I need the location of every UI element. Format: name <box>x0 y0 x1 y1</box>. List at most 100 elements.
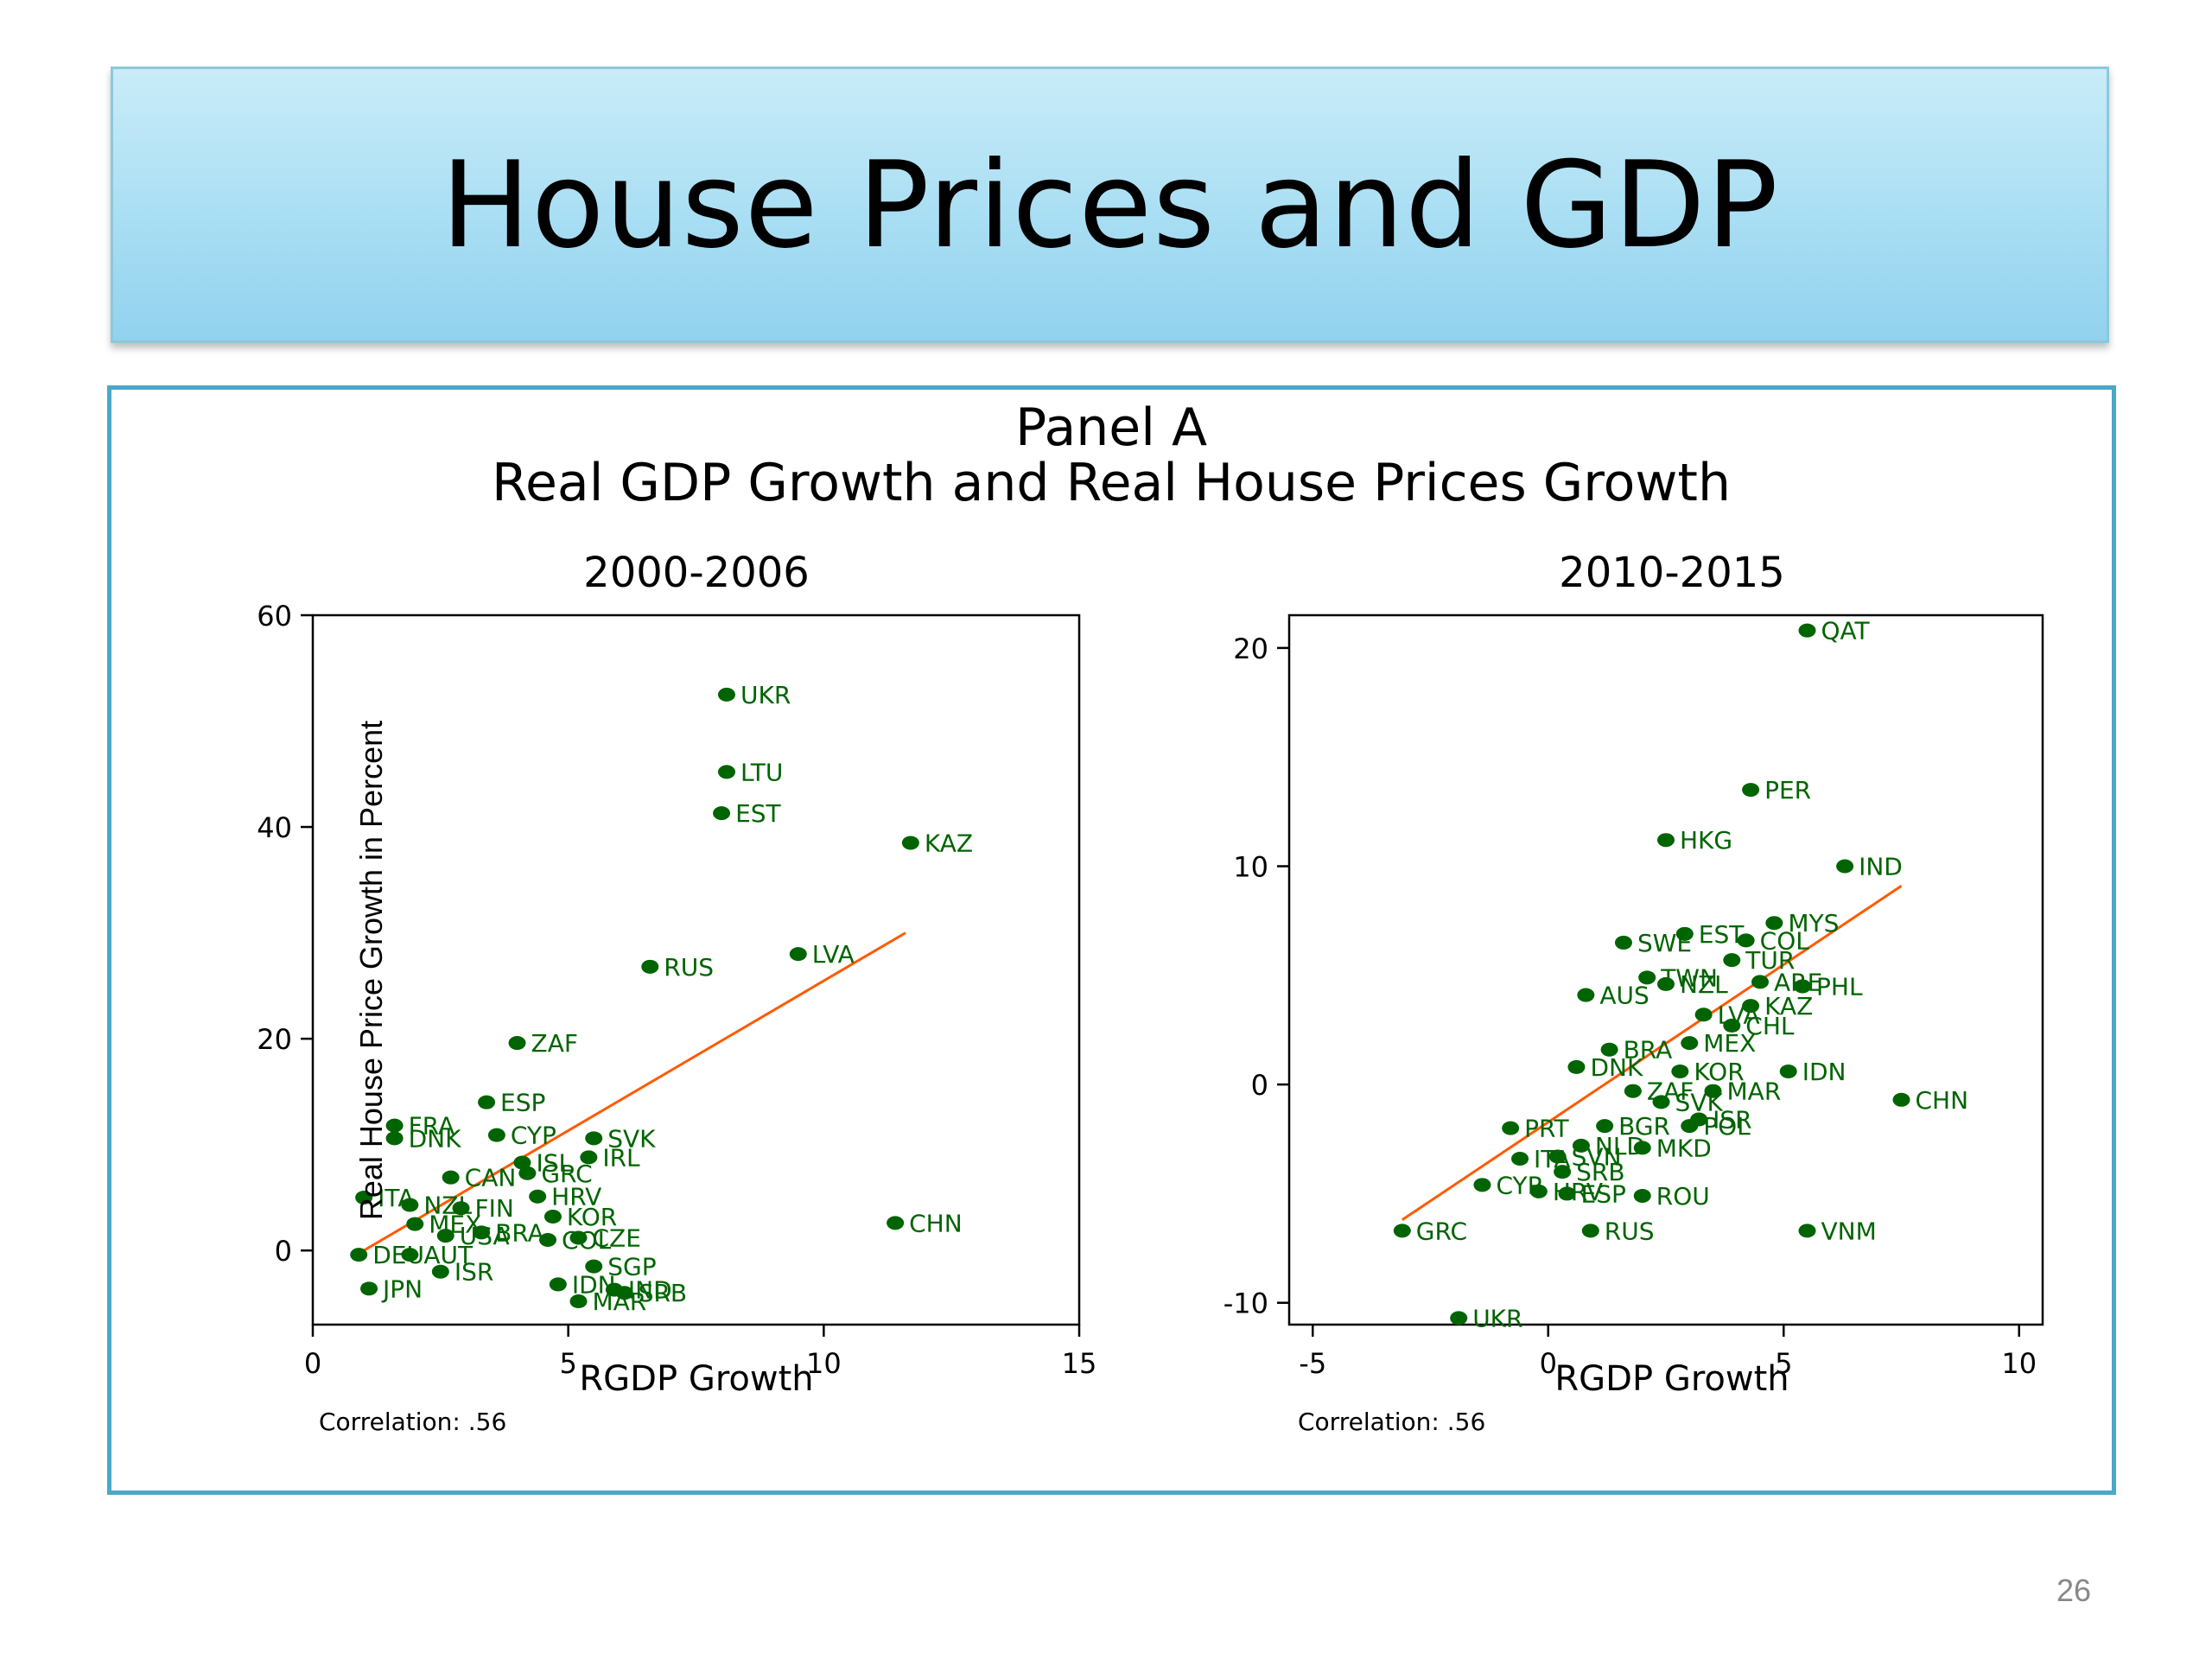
x-tick-label-right: 5 <box>1775 1347 1792 1380</box>
point-right-svk <box>1652 1095 1670 1109</box>
point-right-cyp <box>1473 1178 1491 1192</box>
point-label-left-cze: CZE <box>592 1224 640 1253</box>
point-right-twn <box>1638 970 1656 985</box>
y-axis-label: Real House Price Growth in Percent <box>353 721 389 1220</box>
point-left-isr <box>431 1264 449 1279</box>
point-label-right-tur: TUR <box>1745 946 1795 975</box>
point-left-idn <box>549 1277 567 1292</box>
point-label-left-can: CAN <box>465 1164 517 1192</box>
page-number: 26 <box>2056 1573 2091 1608</box>
point-label-left-ukr: UKR <box>741 681 791 709</box>
y-tick-label-left: 0 <box>275 1235 292 1268</box>
point-label-left-srb: SRB <box>639 1279 687 1307</box>
point-right-grc <box>1393 1224 1411 1238</box>
point-label-left-chn: CHN <box>909 1209 963 1237</box>
point-right-chn <box>1892 1092 1910 1107</box>
point-label-left-ind: IND <box>628 1276 672 1305</box>
point-label-right-idn: IDN <box>1802 1058 1847 1086</box>
point-label-left-zaf: ZAF <box>531 1029 578 1058</box>
point-left-bra <box>473 1225 491 1240</box>
fit-line-left <box>363 931 906 1252</box>
point-right-qat <box>1798 623 1816 638</box>
y-tick-label-left: 60 <box>257 600 292 632</box>
point-label-left-grc: GRC <box>541 1160 592 1188</box>
point-right-rou <box>1633 1188 1651 1203</box>
point-right-vnm <box>1798 1224 1816 1238</box>
point-left-nzl <box>401 1198 419 1212</box>
panel-right: 2010-2015 -5 0 5 10 -10 0 10 20 QAT PER HKG IND MYS… <box>1224 549 2044 1436</box>
axis-ticks-left: 0 5 10 15 0 20 40 60 <box>257 600 1096 1380</box>
point-left-fin <box>452 1201 470 1216</box>
point-label-right-esp: ESP <box>1581 1179 1626 1208</box>
axis-ticks-right: -5 0 5 10 -10 0 10 20 <box>1224 632 2037 1380</box>
point-right-tur <box>1723 953 1741 968</box>
point-left-jpn <box>360 1281 378 1296</box>
point-right-nld <box>1572 1138 1590 1153</box>
x-axis-label-right: RGDP Growth <box>1554 1359 1789 1399</box>
point-label-right-svn: SVN <box>1572 1142 1622 1171</box>
point-right-nzl <box>1657 976 1675 991</box>
point-label-left-rus: RUS <box>664 953 714 982</box>
x-tick-label-left: 15 <box>1062 1347 1097 1380</box>
point-label-right-rou: ROU <box>1656 1182 1710 1211</box>
x-tick-label-right: 10 <box>2001 1347 2037 1380</box>
point-label-right-prt: PRT <box>1524 1115 1569 1143</box>
point-left-fra <box>385 1118 404 1133</box>
x-tick-label-left: 10 <box>806 1347 842 1380</box>
point-label-left-fin: FIN <box>474 1194 513 1223</box>
point-right-kaz <box>1742 999 1760 1014</box>
point-label-left-bra: BRA <box>495 1218 544 1247</box>
y-tick-label-right: 20 <box>1233 632 1268 665</box>
point-right-chl <box>1723 1018 1741 1033</box>
point-label-right-mys: MYS <box>1788 909 1839 938</box>
chart-subtitle: Real GDP Growth and Real House Prices Gr… <box>492 453 1731 513</box>
point-label-left-isr: ISR <box>454 1258 494 1287</box>
panel-left: 2000-2006 0 5 10 15 0 20 40 60 UKR LTU EST KAZ LVA R… <box>257 549 1096 1436</box>
point-left-ita <box>355 1190 373 1205</box>
point-label-right-hkg: HKG <box>1680 826 1732 855</box>
panel-title-left: 2000-2006 <box>583 549 810 597</box>
point-right-mex <box>1681 1036 1699 1051</box>
point-right-est <box>1675 926 1694 941</box>
correlation-note-left: Correlation: .56 <box>319 1408 506 1436</box>
point-left-ukr <box>717 687 735 702</box>
point-right-ita <box>1511 1152 1529 1166</box>
point-label-right-rus: RUS <box>1605 1217 1655 1245</box>
point-left-grc <box>518 1166 537 1180</box>
point-label-right-dnk: DNK <box>1590 1053 1643 1082</box>
point-right-col <box>1737 933 1755 948</box>
y-tick-label-right: -10 <box>1224 1287 1268 1320</box>
point-right-are <box>1751 975 1769 989</box>
point-label-left-sgp: SGP <box>607 1253 656 1281</box>
y-tick-label-right: 0 <box>1251 1069 1268 1102</box>
fit-line-right <box>1401 884 1903 1221</box>
point-left-kor <box>543 1210 562 1224</box>
point-right-pol <box>1681 1119 1699 1134</box>
point-label-left-mar: MAR <box>592 1287 646 1316</box>
point-label-left-jpn: JPN <box>381 1274 423 1303</box>
point-left-deu <box>350 1248 368 1262</box>
correlation-note-right: Correlation: .56 <box>1298 1408 1485 1436</box>
point-left-aut <box>401 1248 419 1262</box>
point-label-right-bgr: BGR <box>1618 1112 1670 1141</box>
x-tick-label-left: 5 <box>559 1347 576 1380</box>
point-right-bgr <box>1596 1119 1614 1134</box>
point-right-svn <box>1548 1149 1567 1164</box>
point-label-left-cyp: CYP <box>511 1122 556 1150</box>
point-left-usa <box>436 1229 454 1243</box>
point-left-cze <box>569 1230 588 1245</box>
point-left-dnk <box>385 1131 404 1146</box>
point-label-left-col: COL <box>562 1226 612 1255</box>
point-right-mys <box>1765 916 1783 931</box>
point-label-right-col: COL <box>1760 926 1810 955</box>
point-left-lva <box>789 947 807 962</box>
point-label-right-isr: ISR <box>1713 1106 1752 1135</box>
point-left-sgp <box>585 1259 603 1274</box>
point-right-kor <box>1671 1064 1689 1078</box>
point-label-right-chl: CHL <box>1745 1012 1795 1040</box>
point-left-mar <box>569 1294 588 1309</box>
point-left-rus <box>641 959 659 974</box>
point-label-right-est: EST <box>1699 920 1745 949</box>
panel-title-right: 2010-2015 <box>1559 549 1785 597</box>
point-label-left-esp: ESP <box>500 1089 545 1117</box>
